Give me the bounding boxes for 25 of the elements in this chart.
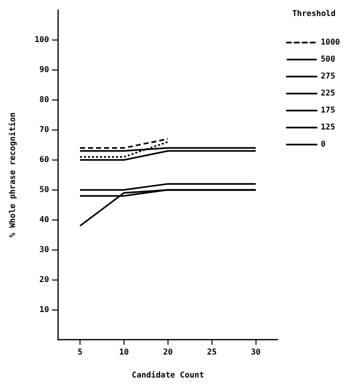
- legend-label: 500: [320, 54, 336, 64]
- legend-label: 1000: [320, 38, 340, 47]
- legend-label: 125: [320, 122, 336, 132]
- y-tick-label: 50: [39, 184, 50, 194]
- legend-label: 275: [320, 72, 336, 81]
- x-axis-title: Candidate Count: [132, 370, 204, 380]
- x-tick-label: 30: [250, 348, 261, 357]
- legend-title: Threshold: [292, 9, 336, 18]
- x-tick-label: 25: [207, 348, 217, 357]
- y-tick-label: 90: [39, 65, 50, 74]
- y-tick-label: 20: [39, 274, 50, 284]
- legend-label: 225: [320, 88, 336, 98]
- y-tick-label: 40: [39, 214, 50, 224]
- y-tick-label: 30: [39, 244, 50, 254]
- y-tick-label: 10: [39, 304, 50, 314]
- y-axis-title: % Whole phrase recognition: [8, 112, 17, 238]
- x-tick-label: 5: [78, 348, 83, 357]
- y-tick-label: 100: [34, 35, 50, 44]
- y-tick-label: 60: [39, 154, 50, 164]
- y-tick-label: 70: [39, 125, 50, 134]
- legend-label: 0: [320, 140, 326, 149]
- legend-label: 175: [320, 106, 336, 115]
- x-tick-label: 20: [163, 348, 173, 357]
- x-tick-label: 10: [119, 348, 129, 357]
- y-tick-label: 80: [39, 95, 50, 104]
